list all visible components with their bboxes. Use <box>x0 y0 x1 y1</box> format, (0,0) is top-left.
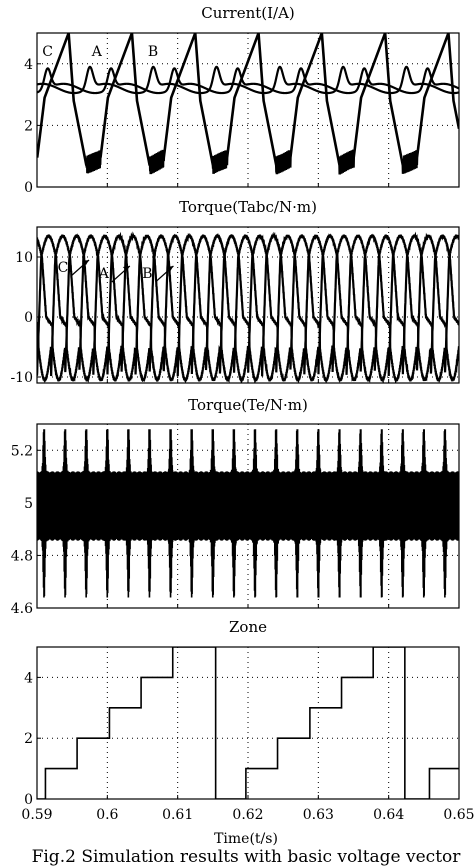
series-group <box>37 231 459 383</box>
panel-3: Torque(Te/N·m) 4.6 4.8 5 5.2 <box>11 396 460 617</box>
figure-caption: Fig.2 Simulation results with basic volt… <box>32 847 462 867</box>
panel-4: Zone 0 2 4 0.59 0.6 0.61 0.62 0.63 0.64 0.65 Time(t… <box>21 618 474 847</box>
x-tick-label: 0.61 <box>162 807 193 823</box>
series-line-Te <box>37 429 459 598</box>
y-tick-label: 10 <box>15 250 33 266</box>
y-tick-label: -10 <box>10 370 33 386</box>
annotation-label: B <box>142 266 152 282</box>
y-tick-label: 2 <box>24 118 33 134</box>
annotation-arrowhead <box>122 266 130 271</box>
y-tick-label: 4 <box>24 57 33 73</box>
panel-title: Torque(Tabc/N·m) <box>179 198 317 216</box>
axes-frame <box>36 226 460 384</box>
y-tick-label: 0 <box>24 310 33 326</box>
y-tick-label: 2 <box>24 731 33 747</box>
x-tick-label: 0.59 <box>21 807 52 823</box>
axes-frame <box>36 32 460 188</box>
panel-title: Current(I/A) <box>201 4 295 22</box>
series-group <box>37 33 459 175</box>
y-tick-label: 4.8 <box>11 548 33 564</box>
annotation-label: C <box>42 44 53 60</box>
annotation-arrowhead <box>82 260 90 265</box>
series-line-A <box>37 231 459 383</box>
y-tick-label: 4 <box>24 670 33 686</box>
y-tick-label: 4.6 <box>11 601 33 617</box>
series-line-C <box>37 33 459 175</box>
annotation-label: C <box>58 260 69 276</box>
panel-2: Torque(Tabc/N·m) -10 0 10 C A B <box>10 198 460 386</box>
series-group <box>37 429 459 598</box>
x-tick-label: 0.63 <box>303 807 334 823</box>
panel-1: Current(I/A) 0 2 4C A B <box>24 4 460 196</box>
series-line-zone <box>37 647 459 799</box>
series-group <box>37 647 459 799</box>
y-tick-label: 5.2 <box>11 443 33 459</box>
x-axis-label: Time(t/s) <box>214 831 278 847</box>
series-line-B <box>37 231 459 383</box>
axes-frame <box>36 423 460 609</box>
annotation-label: A <box>91 44 103 60</box>
annotation-label: A <box>98 266 110 282</box>
series-line-C <box>37 231 459 383</box>
panel-title: Torque(Te/N·m) <box>188 396 308 414</box>
x-tick-label: 0.62 <box>232 807 263 823</box>
axes-frame <box>36 646 460 800</box>
x-tick-label: 0.65 <box>443 807 474 823</box>
panel-title: Zone <box>229 618 267 636</box>
y-tick-label: 0 <box>24 792 33 808</box>
y-tick-label: 5 <box>24 496 33 512</box>
annotation-label: B <box>148 44 158 60</box>
annotation-arrowhead <box>166 266 174 271</box>
x-tick-label: 0.6 <box>96 807 118 823</box>
y-tick-label: 0 <box>24 180 33 196</box>
x-tick-label: 0.64 <box>373 807 404 823</box>
